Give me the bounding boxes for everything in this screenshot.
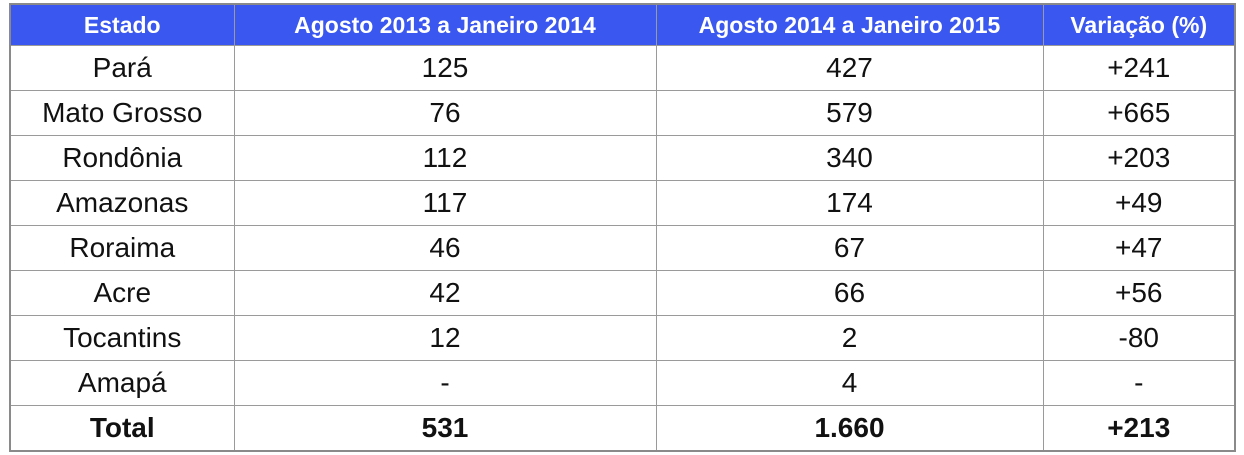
- total-row: Total 531 1.660 +213: [9, 405, 1236, 452]
- cell-value-2014-2015: 174: [655, 180, 1044, 226]
- cell-value-2013-2014: 125: [233, 45, 657, 91]
- total-variacao: +213: [1042, 405, 1236, 452]
- column-header-period-2013-2014: Agosto 2013 a Janeiro 2014: [233, 3, 657, 46]
- table-row: Amapá - 4 -: [9, 360, 1236, 406]
- cell-value-2014-2015: 579: [655, 90, 1044, 136]
- cell-value-2014-2015: 427: [655, 45, 1044, 91]
- cell-estado: Amazonas: [9, 180, 235, 226]
- cell-value-2014-2015: 67: [655, 225, 1044, 271]
- column-header-period-2014-2015: Agosto 2014 a Janeiro 2015: [655, 3, 1044, 46]
- table-header: Estado Agosto 2013 a Janeiro 2014 Agosto…: [9, 3, 1236, 46]
- cell-value-2013-2014: 12: [233, 315, 657, 361]
- cell-variacao: +56: [1042, 270, 1236, 316]
- cell-variacao: +203: [1042, 135, 1236, 181]
- table-row: Rondônia 112 340 +203: [9, 135, 1236, 181]
- cell-value-2013-2014: 76: [233, 90, 657, 136]
- deforestation-table: Estado Agosto 2013 a Janeiro 2014 Agosto…: [9, 3, 1236, 452]
- total-value-2013-2014: 531: [233, 405, 657, 452]
- cell-estado: Roraima: [9, 225, 235, 271]
- cell-value-2013-2014: 46: [233, 225, 657, 271]
- cell-value-2013-2014: 42: [233, 270, 657, 316]
- cell-value-2013-2014: -: [233, 360, 657, 406]
- table-row: Amazonas 117 174 +49: [9, 180, 1236, 226]
- table-row: Tocantins 12 2 -80: [9, 315, 1236, 361]
- cell-estado: Mato Grosso: [9, 90, 235, 136]
- table-row: Pará 125 427 +241: [9, 45, 1236, 91]
- cell-value-2013-2014: 117: [233, 180, 657, 226]
- cell-value-2014-2015: 4: [655, 360, 1044, 406]
- cell-estado: Acre: [9, 270, 235, 316]
- cell-variacao: +49: [1042, 180, 1236, 226]
- header-row: Estado Agosto 2013 a Janeiro 2014 Agosto…: [9, 3, 1236, 46]
- cell-variacao: -80: [1042, 315, 1236, 361]
- cell-estado: Rondônia: [9, 135, 235, 181]
- cell-value-2013-2014: 112: [233, 135, 657, 181]
- column-header-estado: Estado: [9, 3, 235, 46]
- cell-value-2014-2015: 340: [655, 135, 1044, 181]
- total-value-2014-2015: 1.660: [655, 405, 1044, 452]
- cell-value-2014-2015: 2: [655, 315, 1044, 361]
- cell-variacao: -: [1042, 360, 1236, 406]
- cell-variacao: +241: [1042, 45, 1236, 91]
- table-row: Roraima 46 67 +47: [9, 225, 1236, 271]
- table-container: Estado Agosto 2013 a Janeiro 2014 Agosto…: [9, 3, 1236, 452]
- cell-estado: Tocantins: [9, 315, 235, 361]
- table-row: Mato Grosso 76 579 +665: [9, 90, 1236, 136]
- cell-estado: Pará: [9, 45, 235, 91]
- cell-variacao: +47: [1042, 225, 1236, 271]
- table-row: Acre 42 66 +56: [9, 270, 1236, 316]
- cell-variacao: +665: [1042, 90, 1236, 136]
- total-label: Total: [9, 405, 235, 452]
- table-body: Pará 125 427 +241 Mato Grosso 76 579 +66…: [9, 45, 1236, 452]
- column-header-variacao: Variação (%): [1042, 3, 1236, 46]
- cell-estado: Amapá: [9, 360, 235, 406]
- cell-value-2014-2015: 66: [655, 270, 1044, 316]
